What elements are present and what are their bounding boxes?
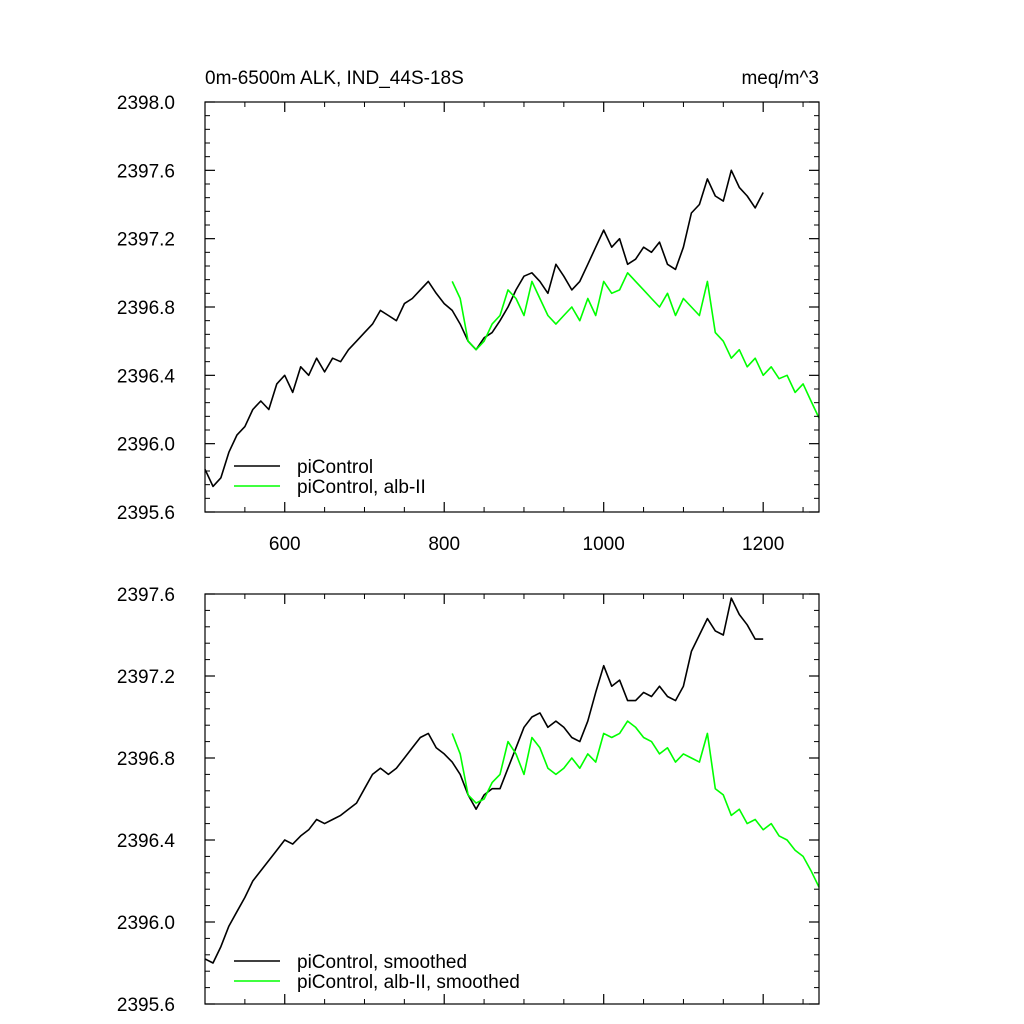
plot-frame (204, 593, 820, 1005)
x-tick-label: 1200 (742, 534, 784, 555)
y-tick-label: 2395.6 (117, 995, 175, 1016)
y-tick-label: 2396.4 (117, 366, 176, 387)
legend-label: piControl (297, 457, 373, 478)
chart-title: 0m-6500m ALK, IND_44S-18S (205, 68, 464, 89)
y-tick-label: 2397.6 (117, 161, 175, 182)
series-line-picontrol (204, 169, 764, 488)
units-label: meq/m^3 (741, 68, 819, 89)
x-tick-label: 800 (428, 534, 460, 555)
legend-label: piControl, alb-II (297, 477, 426, 498)
y-tick-label: 2398.0 (117, 93, 175, 114)
top-panel: 600 800 1000 1200 2395.6 2396.0 2396.4 2396.8 23… (117, 68, 820, 555)
y-tick-label: 2396.0 (117, 435, 175, 456)
x-tick-label: 1000 (583, 534, 625, 555)
y-tick-label: 2396.4 (117, 831, 176, 852)
y-tick-label: 2396.8 (117, 749, 175, 770)
series-line-picontrol (204, 597, 764, 964)
legend-label: piControl, smoothed (297, 952, 467, 973)
y-tick-label: 2396.8 (117, 298, 175, 319)
legend-label: piControl, alb-II, smoothed (297, 972, 520, 993)
x-tick-label: 600 (269, 534, 301, 555)
y-tick-label: 2397.6 (117, 585, 175, 606)
y-tick-label: 2396.0 (117, 913, 175, 934)
y-tick-label: 2397.2 (117, 667, 175, 688)
bottom-panel: 2395.6 2396.0 2396.4 2396.8 2397.2 2397.6 piCo… (117, 585, 820, 1016)
y-tick-label: 2397.2 (117, 230, 175, 251)
plot-frame (204, 101, 820, 513)
series-line-alb-ii (451, 720, 820, 888)
y-tick-label: 2395.6 (117, 503, 175, 524)
series-line-alb-ii (451, 271, 820, 419)
